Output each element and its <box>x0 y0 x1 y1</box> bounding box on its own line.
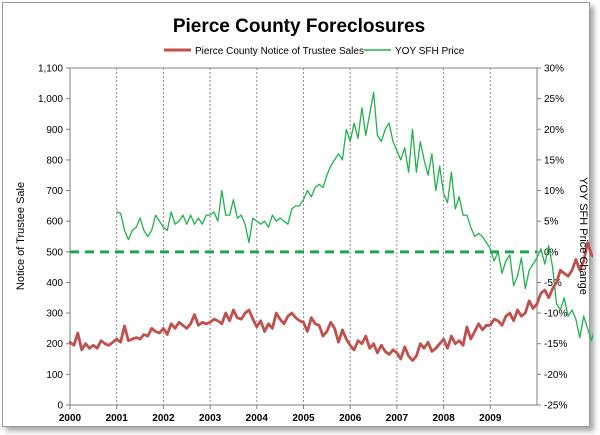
y-tick-label: 1,100 <box>38 64 63 75</box>
y-tick-label: 800 <box>46 155 63 166</box>
y-tick-label: 400 <box>46 278 63 289</box>
x-tick-2002: 2002 <box>152 413 175 424</box>
x-tick-2004: 2004 <box>246 413 269 424</box>
y2-axis-title: YOY SFH Price Change <box>577 177 589 295</box>
x-tick-2005: 2005 <box>292 413 315 424</box>
x-tick-2007: 2007 <box>386 413 409 424</box>
gridlines <box>116 68 491 405</box>
x-tick-2006: 2006 <box>339 413 362 424</box>
y-axis-title: Notice of Trustee Sale <box>15 182 27 290</box>
y2-tick-label: 15% <box>544 155 564 166</box>
y2-tick-label: 20% <box>544 125 564 136</box>
y2-tick-label: -10% <box>544 309 567 320</box>
legend-label-price: YOY SFH Price <box>395 46 465 57</box>
x-tick-2008: 2008 <box>432 413 455 424</box>
y-tick-label: 100 <box>46 370 63 381</box>
y2-tick-label: 10% <box>544 186 564 197</box>
y-tick-label: 600 <box>46 217 63 228</box>
x-axis-ticks: 2000 2001 2002 2003 2004 2005 2006 2007 2008 2009 <box>59 405 502 424</box>
x-tick-2009: 2009 <box>479 413 502 424</box>
y-tick-label: 300 <box>46 309 63 320</box>
y-tick-label: 700 <box>46 186 63 197</box>
chart-title: Pierce County Foreclosures <box>173 16 425 37</box>
x-tick-2000: 2000 <box>59 413 82 424</box>
y-axis-ticks: 0 100 200 300 400 500 600 700 800 900 1,000 1,100 <box>38 64 70 412</box>
legend: Pierce County Notice of Trustee Sales YO… <box>164 46 465 57</box>
legend-label-notices: Pierce County Notice of Trustee Sales <box>195 46 364 57</box>
x-tick-2001: 2001 <box>106 413 129 424</box>
series-layer <box>68 91 593 363</box>
x-tick-2003: 2003 <box>199 413 222 424</box>
y2-tick-label: -25% <box>544 401 567 412</box>
y2-tick-label: 5% <box>544 217 559 228</box>
y-tick-label: 200 <box>46 339 63 350</box>
y-tick-label: 900 <box>46 125 63 136</box>
y2-tick-label: -5% <box>544 278 562 289</box>
y2-tick-label: 30% <box>544 64 564 75</box>
y-tick-label: 500 <box>46 247 63 258</box>
y2-tick-label: 0% <box>544 247 559 258</box>
y2-tick-label: -15% <box>544 339 567 350</box>
chart-canvas: Pierce County Foreclosures Pierce County… <box>15 16 593 424</box>
y-tick-label: 0 <box>57 401 63 412</box>
chart-frame: Pierce County Foreclosures Pierce County… <box>2 2 593 427</box>
y-tick-label: 1,000 <box>38 94 63 105</box>
y2-tick-label: -20% <box>544 370 567 381</box>
series-line-notices <box>68 241 593 363</box>
y2-axis-ticks: -25% -20% -15% -10% -5% 0% 5% 10% 15% 20% 25% 30% <box>537 64 567 412</box>
series-line-price <box>116 91 593 342</box>
y2-tick-label: 25% <box>544 94 564 105</box>
